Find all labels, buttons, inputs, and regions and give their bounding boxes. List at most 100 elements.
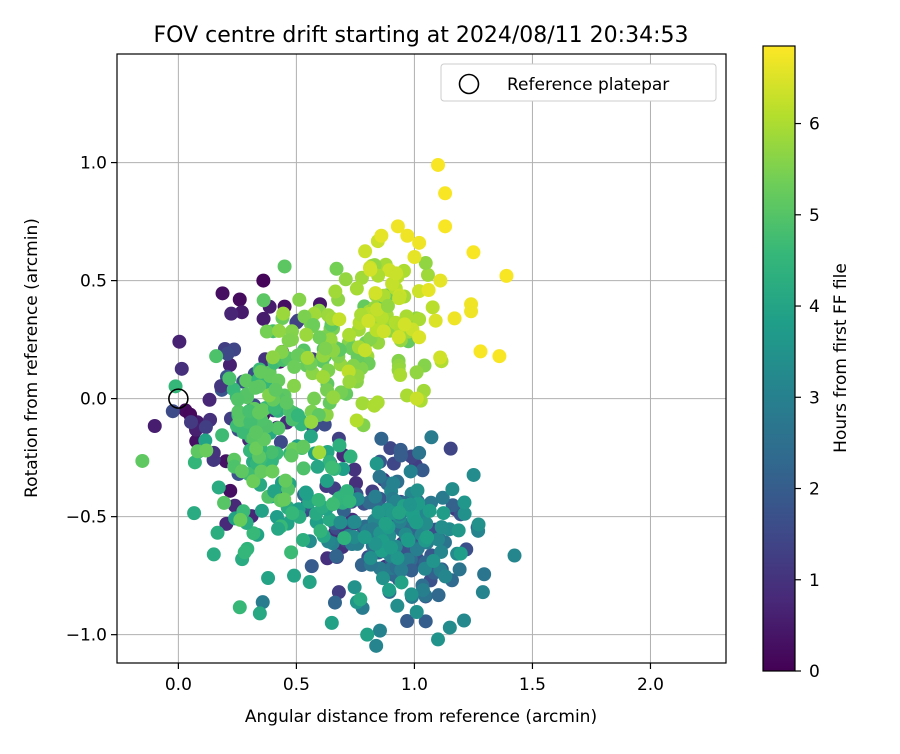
scatter-point	[370, 302, 385, 317]
scatter-point	[252, 405, 267, 420]
y-tick-label: 1.0	[80, 154, 107, 174]
scatter-point	[409, 391, 424, 406]
x-axis-label: Angular distance from reference (arcmin)	[245, 707, 597, 727]
plot-frame	[116, 53, 727, 664]
scatter-point	[412, 330, 427, 345]
scatter-point	[292, 292, 307, 307]
colorbar-tick-label: 0	[809, 662, 820, 682]
scatter-point	[368, 286, 383, 301]
scatter-point	[431, 532, 446, 547]
scatter-point	[316, 369, 331, 384]
scatter-point	[312, 445, 327, 460]
scatter-point	[299, 327, 314, 342]
scatter-point	[431, 588, 446, 603]
scatter-point	[443, 441, 458, 456]
scatter-point	[475, 585, 490, 600]
y-tick-label: 0.0	[80, 390, 107, 410]
legend-box	[440, 63, 717, 102]
scatter-point	[407, 250, 422, 264]
legend: Reference platepar	[440, 63, 717, 102]
scatter-point	[318, 341, 333, 356]
y-tick-label: −0.5	[66, 508, 107, 528]
scatter-point	[431, 157, 446, 172]
scatter-point	[290, 408, 305, 423]
scatter-point	[322, 512, 337, 527]
scatter-point	[347, 514, 362, 529]
scatter-point	[383, 540, 398, 555]
scatter-point	[464, 297, 479, 312]
scatter-point	[231, 404, 246, 419]
scatter-point	[361, 313, 376, 328]
scatter-point	[248, 380, 263, 395]
scatter-point	[281, 333, 296, 348]
scatter-point	[254, 503, 269, 518]
scatter-point	[302, 575, 317, 590]
scatter-point	[473, 344, 488, 359]
legend-label: Reference platepar	[507, 75, 669, 95]
scatter-point	[337, 531, 352, 546]
scatter-point	[217, 495, 232, 510]
scatter-point	[400, 552, 415, 567]
scatter-point	[273, 435, 288, 450]
scatter-point	[326, 390, 341, 405]
scatter-point	[307, 391, 322, 406]
scatter-point	[277, 259, 292, 274]
scatter-point	[422, 503, 437, 518]
scatter-point	[445, 482, 460, 497]
scatter-point	[209, 349, 224, 364]
scatter-point	[249, 441, 264, 456]
scatter-point	[297, 309, 312, 324]
scatter-point	[392, 505, 407, 520]
scatter-point	[404, 563, 419, 578]
scatter-point	[332, 438, 347, 453]
scatter-point	[265, 350, 280, 365]
colorbar-label: Hours from first FF file	[831, 263, 851, 453]
y-axis-label: Rotation from reference (arcmin)	[22, 218, 42, 498]
scatter-point	[452, 562, 467, 577]
scatter-point	[499, 268, 514, 283]
scatter-point	[255, 595, 270, 610]
scatter-point	[431, 632, 446, 647]
scatter-point	[389, 266, 404, 281]
scatter-point	[256, 293, 271, 308]
scatter-point	[355, 396, 370, 411]
scatter-point	[313, 523, 328, 538]
scatter-point	[306, 317, 321, 332]
scatter-point	[206, 547, 221, 562]
scatter-point	[375, 571, 390, 586]
scatter-point	[284, 545, 299, 560]
scatter-point	[341, 364, 356, 379]
scatter-point	[433, 273, 448, 288]
scatter-point	[234, 464, 249, 479]
scatter-point	[438, 186, 453, 201]
scatter-point	[304, 559, 319, 574]
scatter-point	[426, 554, 441, 569]
x-tick-label: 0.5	[283, 675, 310, 695]
scatter-point	[390, 219, 405, 234]
legend-marker	[458, 73, 480, 95]
scatter-point	[174, 361, 189, 376]
scatter-point	[435, 490, 450, 505]
scatter-point	[436, 506, 451, 521]
scatter-point	[360, 627, 375, 642]
scatter-point	[202, 392, 217, 407]
scatter-point	[415, 463, 430, 478]
scatter-point	[319, 473, 334, 488]
scatter-point	[369, 638, 384, 653]
scatter-point	[342, 327, 357, 342]
scatter-point	[233, 512, 248, 527]
scatter-point	[271, 323, 286, 338]
scatter-point	[338, 272, 353, 287]
scatter-point	[438, 569, 453, 584]
scatter-point	[409, 515, 424, 530]
scatter-point	[215, 428, 230, 443]
scatter-point	[329, 549, 344, 564]
scatter-point	[424, 430, 439, 445]
scatter-point	[391, 330, 406, 345]
scatter-point	[172, 334, 187, 349]
scatter-point	[372, 623, 387, 638]
scatter-point	[312, 330, 327, 345]
scatter-point	[418, 614, 433, 629]
scatter-point	[400, 228, 415, 243]
